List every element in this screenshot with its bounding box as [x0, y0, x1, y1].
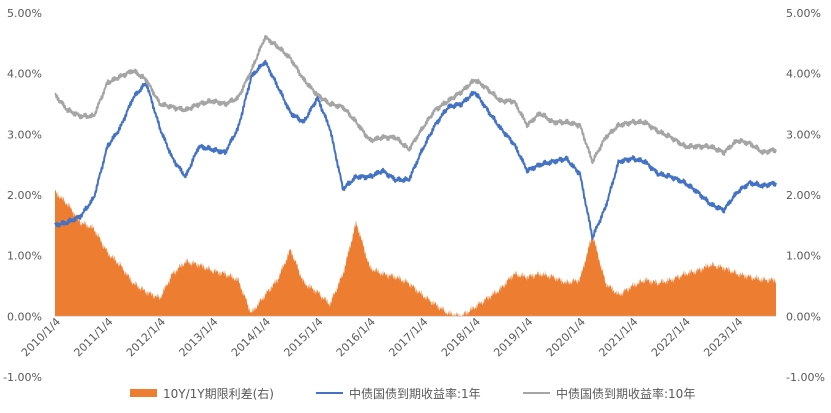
series-area-spread	[55, 189, 776, 317]
x-tick-label: 2022/1/4	[649, 315, 693, 359]
y-tick-label-left: 3.00%	[7, 128, 42, 141]
y-tick-label-right: 1.00%	[786, 250, 821, 263]
y-tick-label-left: 2.00%	[7, 189, 42, 202]
x-tick-label: 2011/1/4	[71, 315, 115, 359]
legend-label: 中债国债到期收益率:10年	[556, 386, 695, 401]
legend-label: 10Y/1Y期限利差(右)	[163, 386, 274, 401]
y-tick-label-left: 1.00%	[7, 250, 42, 263]
legend-item: 中债国债到期收益率:1年	[316, 386, 481, 401]
y-tick-label-right: -1.00%	[786, 371, 825, 384]
y-tick-label-left: -1.00%	[3, 371, 42, 384]
legend-swatch	[130, 389, 157, 397]
y-tick-label-left: 5.00%	[7, 7, 42, 20]
x-tick-label: 2012/1/4	[124, 315, 168, 359]
x-tick-label: 2013/1/4	[177, 315, 221, 359]
x-tick-label: 2019/1/4	[491, 315, 535, 359]
series-line-1y	[54, 59, 777, 240]
y-tick-label-right: 4.00%	[786, 68, 821, 81]
x-tick-label: 2023/1/4	[701, 315, 745, 359]
x-tick-label: 2018/1/4	[439, 315, 483, 359]
y-tick-label-right: 5.00%	[786, 7, 821, 20]
legend-item: 中债国债到期收益率:10年	[523, 386, 695, 401]
legend-item: 10Y/1Y期限利差(右)	[130, 386, 274, 401]
x-tick-label: 2021/1/4	[596, 315, 640, 359]
y-tick-label-right: 2.00%	[786, 189, 821, 202]
y-tick-label-left: 0.00%	[7, 310, 42, 323]
plot-area	[54, 34, 777, 317]
x-tick-label: 2016/1/4	[334, 315, 378, 359]
x-tick-label: 2017/1/4	[386, 315, 430, 359]
y-tick-label-right: 3.00%	[786, 128, 821, 141]
x-tick-label: 2014/1/4	[229, 315, 273, 359]
y-tick-label-right: 0.00%	[786, 310, 821, 323]
x-tick-label: 2020/1/4	[544, 315, 588, 359]
legend-label: 中债国债到期收益率:1年	[349, 386, 481, 401]
series-line-10y	[54, 34, 777, 165]
y-tick-label-left: 4.00%	[7, 68, 42, 81]
x-tick-label: 2015/1/4	[281, 315, 325, 359]
legend: 10Y/1Y期限利差(右) 中债国债到期收益率:1年 中债国债到期收益率:10年	[130, 386, 695, 401]
